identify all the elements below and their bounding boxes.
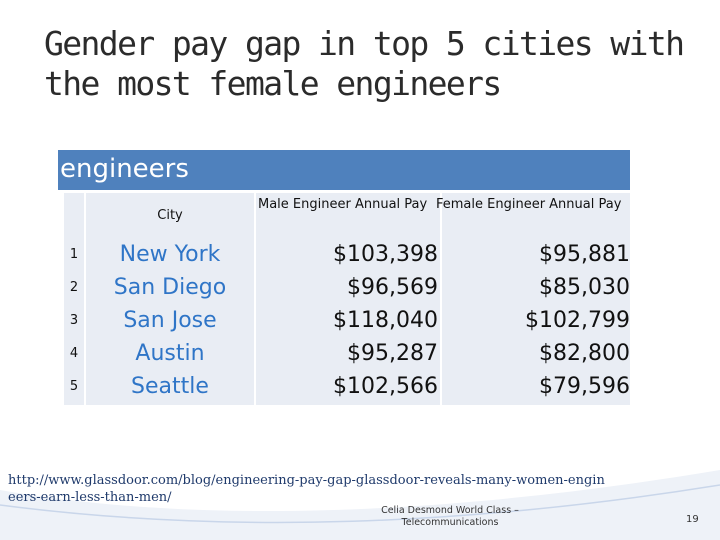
page-number: 19	[686, 514, 699, 525]
city-cell: San Jose	[123, 308, 217, 333]
male-pay-cell: $96,569	[347, 275, 438, 300]
female-pay-cell: $82,800	[539, 341, 630, 366]
male-pay-cell: $118,040	[333, 308, 438, 333]
male-pay-column-bg	[256, 193, 440, 405]
row-number: 5	[69, 379, 79, 394]
female-pay-cell: $95,881	[539, 242, 630, 267]
row-number: 3	[69, 313, 79, 328]
male-pay-cell: $102,566	[333, 374, 438, 399]
city-cell: New York	[119, 242, 221, 267]
header-female-pay: Female Engineer Annual Pay	[436, 197, 622, 212]
header-male-pay: Male Engineer Annual Pay	[258, 197, 428, 212]
female-pay-cell: $85,030	[539, 275, 630, 300]
city-cell: Seattle	[131, 374, 209, 399]
row-number: 4	[69, 346, 79, 361]
male-pay-cell: $95,287	[347, 341, 438, 366]
footer-swoosh	[0, 470, 720, 540]
footer-credit: Celia Desmond World Class – Telecommunic…	[381, 505, 519, 528]
female-pay-cell: $79,596	[539, 374, 630, 399]
city-column-bg	[86, 193, 254, 405]
table-title-band	[58, 150, 630, 190]
header-city: City	[157, 208, 183, 223]
female-pay-column-bg	[442, 193, 630, 405]
city-cell: Austin	[135, 341, 205, 366]
slide-title: Gender pay gap in top 5 cities with the …	[44, 24, 685, 103]
male-pay-cell: $103,398	[333, 242, 438, 267]
female-pay-cell: $102,799	[525, 308, 630, 333]
source-link[interactable]: http://www.glassdoor.com/blog/engineerin…	[8, 473, 605, 505]
row-number: 2	[69, 280, 79, 295]
city-cell: San Diego	[113, 275, 227, 300]
rownum-column-bg	[64, 193, 84, 405]
row-number: 1	[69, 247, 79, 262]
table-band-text: engineers	[60, 154, 189, 184]
